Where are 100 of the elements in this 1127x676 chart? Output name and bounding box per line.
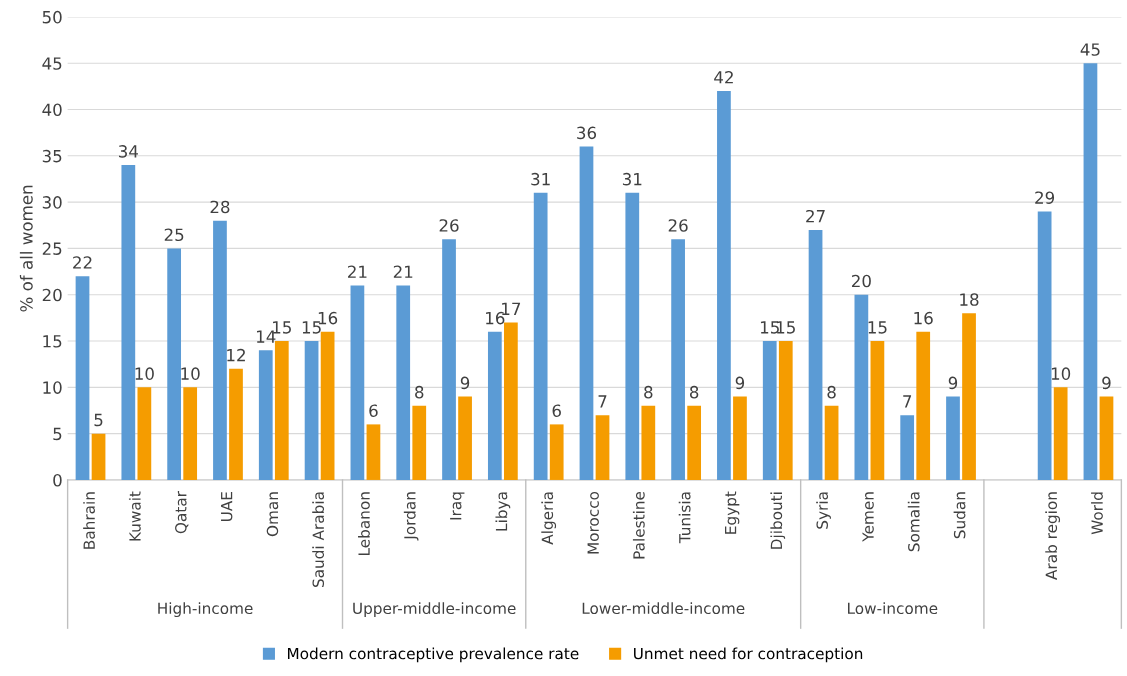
- data-label: 7: [903, 395, 912, 408]
- bar: [1053, 387, 1068, 480]
- data-label: 42: [714, 70, 733, 84]
- data-label: 21: [393, 265, 413, 278]
- bar: [671, 239, 685, 480]
- x-tick-label: Yemen: [862, 492, 874, 542]
- data-label: 26: [668, 219, 688, 232]
- x-tick-label: Jordan: [403, 492, 419, 541]
- bar: [274, 341, 289, 480]
- y-tick-label: 0: [53, 473, 62, 487]
- x-tick-label: Syria: [816, 492, 831, 529]
- data-label: 15: [868, 321, 887, 334]
- data-label: 9: [1102, 376, 1111, 390]
- data-label: 36: [577, 126, 597, 140]
- x-tick-label: Somalia: [907, 492, 920, 552]
- text: High-income: [158, 602, 253, 618]
- x-tick-label: World: [1091, 492, 1103, 535]
- data-label: 8: [827, 385, 836, 399]
- bar: [121, 165, 136, 480]
- bar: [916, 331, 931, 480]
- x-tick-label: Egypt: [725, 491, 740, 534]
- y-tick-label: 10: [43, 381, 62, 394]
- bar: [350, 285, 365, 480]
- x-tick-label: Sudan: [953, 492, 966, 539]
- bar: [579, 146, 594, 480]
- y-tick-label: 15: [43, 335, 62, 348]
- bar: [641, 405, 656, 480]
- data-label: 10: [181, 367, 200, 380]
- y-tick-label: 50: [42, 10, 62, 24]
- x-tick-label: Lebanon: [358, 492, 370, 555]
- bar: [213, 220, 227, 480]
- data-label: 6: [552, 404, 561, 417]
- bar: [900, 415, 915, 480]
- data-label: 16: [914, 311, 933, 325]
- data-label: 9: [735, 376, 745, 390]
- y-tick-label: 5: [53, 427, 62, 441]
- bar: [167, 248, 182, 480]
- y-tick-label: 35: [42, 149, 62, 163]
- x-tick-label: Iraq: [450, 492, 465, 520]
- x-tick-label: UAE: [221, 492, 233, 522]
- y-axis-title: % of all women: [19, 185, 33, 312]
- data-label: 5: [94, 413, 103, 427]
- bar: [854, 294, 869, 480]
- bar: [946, 396, 960, 480]
- bar: [366, 424, 381, 480]
- legend-label: Unmet need for contraception: [634, 647, 863, 663]
- data-label: 8: [644, 385, 653, 399]
- x-tick-label: Kuwait: [128, 491, 141, 541]
- bar: [808, 229, 823, 480]
- bar: [504, 322, 518, 480]
- data-label: 25: [164, 228, 184, 242]
- bar: [778, 341, 793, 480]
- bar: [487, 331, 502, 480]
- text: Upper-middle-income: [353, 602, 516, 618]
- legend-label: Modern contraceptive prevalence rate: [288, 647, 579, 663]
- data-label: 15: [777, 321, 795, 334]
- data-label: 10: [135, 367, 154, 380]
- text: Low-income: [848, 602, 938, 615]
- bar: [258, 350, 273, 480]
- x-tick-label: Tunisia: [678, 492, 691, 544]
- text: Lower-middle-income: [582, 602, 745, 615]
- bar: [595, 415, 610, 480]
- data-label: 29: [1035, 191, 1055, 204]
- bar: [304, 341, 319, 480]
- bar: [717, 90, 731, 480]
- data-label: 21: [348, 265, 367, 278]
- x-tick-label: Palestine: [632, 491, 645, 559]
- bar: [1099, 396, 1114, 480]
- x-tick-label: Algeria: [541, 492, 557, 545]
- bar: [687, 405, 702, 480]
- x-tick-label: Qatar: [175, 491, 189, 534]
- data-label: 20: [851, 274, 871, 288]
- bar: [137, 387, 152, 480]
- bar: [396, 285, 411, 480]
- x-tick-label: Arab region: [1045, 492, 1061, 580]
- x-tick-label: Oman: [266, 492, 279, 537]
- data-label: 18: [960, 293, 979, 306]
- bar: [824, 405, 839, 480]
- y-tick-label: 30: [42, 196, 62, 209]
- data-label: 6: [369, 404, 378, 417]
- y-tick-label: 40: [42, 103, 62, 117]
- bar: [625, 192, 640, 480]
- data-label: 31: [531, 172, 550, 186]
- bar: [533, 192, 548, 480]
- data-label: 28: [210, 200, 230, 214]
- bar: [962, 313, 976, 480]
- data-label: 22: [73, 256, 92, 269]
- bar: [1083, 63, 1098, 480]
- bar: [1037, 211, 1052, 480]
- data-label: 8: [689, 385, 699, 399]
- bar: [91, 433, 106, 480]
- data-label: 45: [1080, 43, 1100, 56]
- bar: [442, 239, 456, 480]
- data-label: 9: [460, 376, 470, 390]
- y-tick-label: 25: [42, 242, 62, 255]
- x-tick-label: Djibouti: [770, 492, 786, 549]
- data-label: 9: [948, 376, 958, 390]
- data-label: 26: [439, 219, 459, 232]
- bar: [183, 387, 198, 480]
- x-tick-label: Saudi Arabia: [312, 492, 325, 588]
